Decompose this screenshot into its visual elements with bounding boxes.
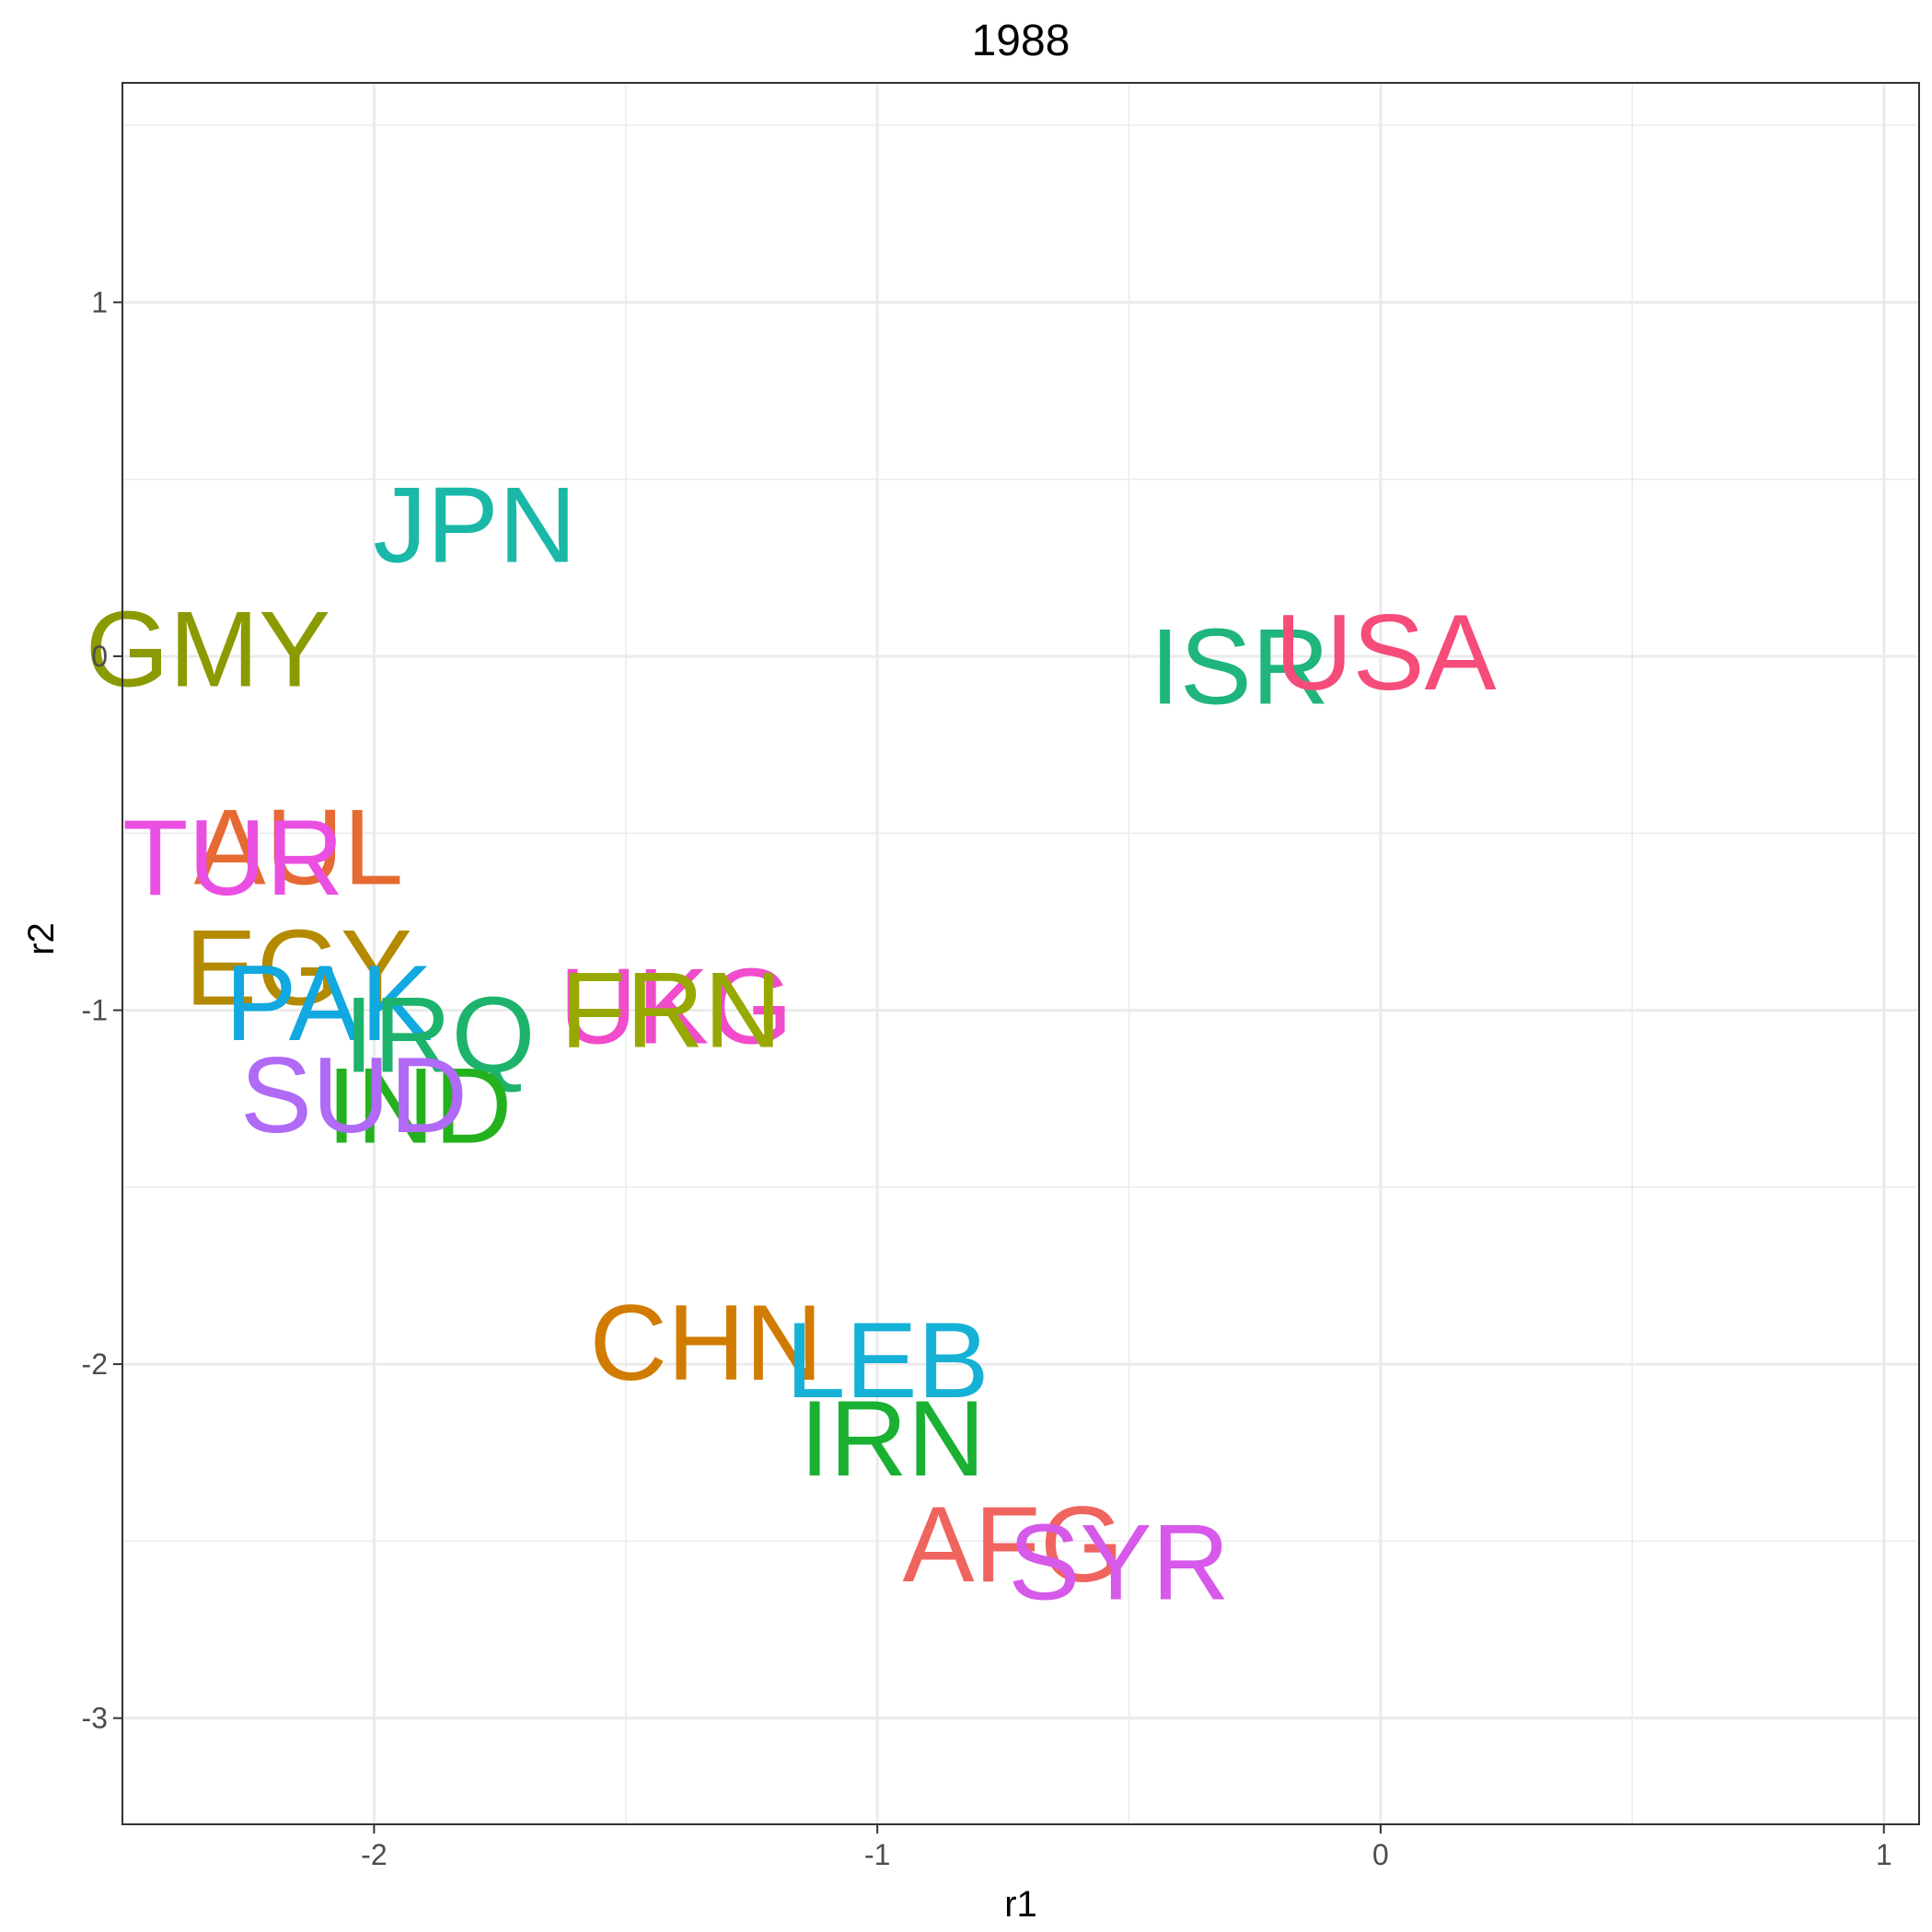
- x-tick-label: -2: [361, 1838, 387, 1871]
- x-tick-label: 1: [1876, 1838, 1892, 1871]
- y-tick-label: 0: [91, 640, 108, 673]
- y-tick-label: -1: [82, 994, 108, 1027]
- point-label-jpn: JPN: [373, 465, 576, 585]
- y-tick-label: -2: [82, 1348, 108, 1381]
- y-tick-label: 1: [91, 285, 108, 318]
- x-tick-label: 0: [1372, 1838, 1389, 1871]
- point-label-chn: CHN: [590, 1282, 823, 1403]
- point-label-ukg: UKG: [560, 946, 793, 1067]
- point-label-irn: IRN: [800, 1378, 986, 1498]
- y-tick-label: -3: [82, 1702, 108, 1735]
- x-axis-title: r1: [1004, 1884, 1037, 1925]
- point-label-tur: TUR: [122, 797, 343, 918]
- grid-layer: [122, 83, 1919, 1824]
- point-label-frn: FRN: [561, 950, 781, 1070]
- plot-panel-border: [121, 82, 1920, 1825]
- point-label-usa: USA: [1275, 592, 1497, 712]
- chart-title: 1988: [972, 17, 1070, 65]
- point-label-irq: IRQ: [343, 974, 535, 1094]
- x-tick-label: -1: [864, 1838, 890, 1871]
- point-label-isr: ISR: [1150, 607, 1329, 727]
- point-label-leb: LEB: [786, 1300, 989, 1420]
- point-label-pak: PAK: [225, 943, 432, 1063]
- point-label-afg: AFG: [903, 1484, 1125, 1604]
- point-label-syr: SYR: [1008, 1501, 1230, 1622]
- axis-layer: -2 -1 0 1 1 0 -1 -2 -3: [82, 285, 1892, 1871]
- point-label-aul: AUL: [194, 787, 404, 908]
- y-axis-title: r2: [21, 922, 62, 955]
- point-label-gmy: GMY: [86, 588, 331, 709]
- point-label-egy: EGY: [185, 907, 412, 1027]
- point-label-sud: SUD: [240, 1035, 468, 1155]
- point-label-ind: IND: [327, 1045, 513, 1165]
